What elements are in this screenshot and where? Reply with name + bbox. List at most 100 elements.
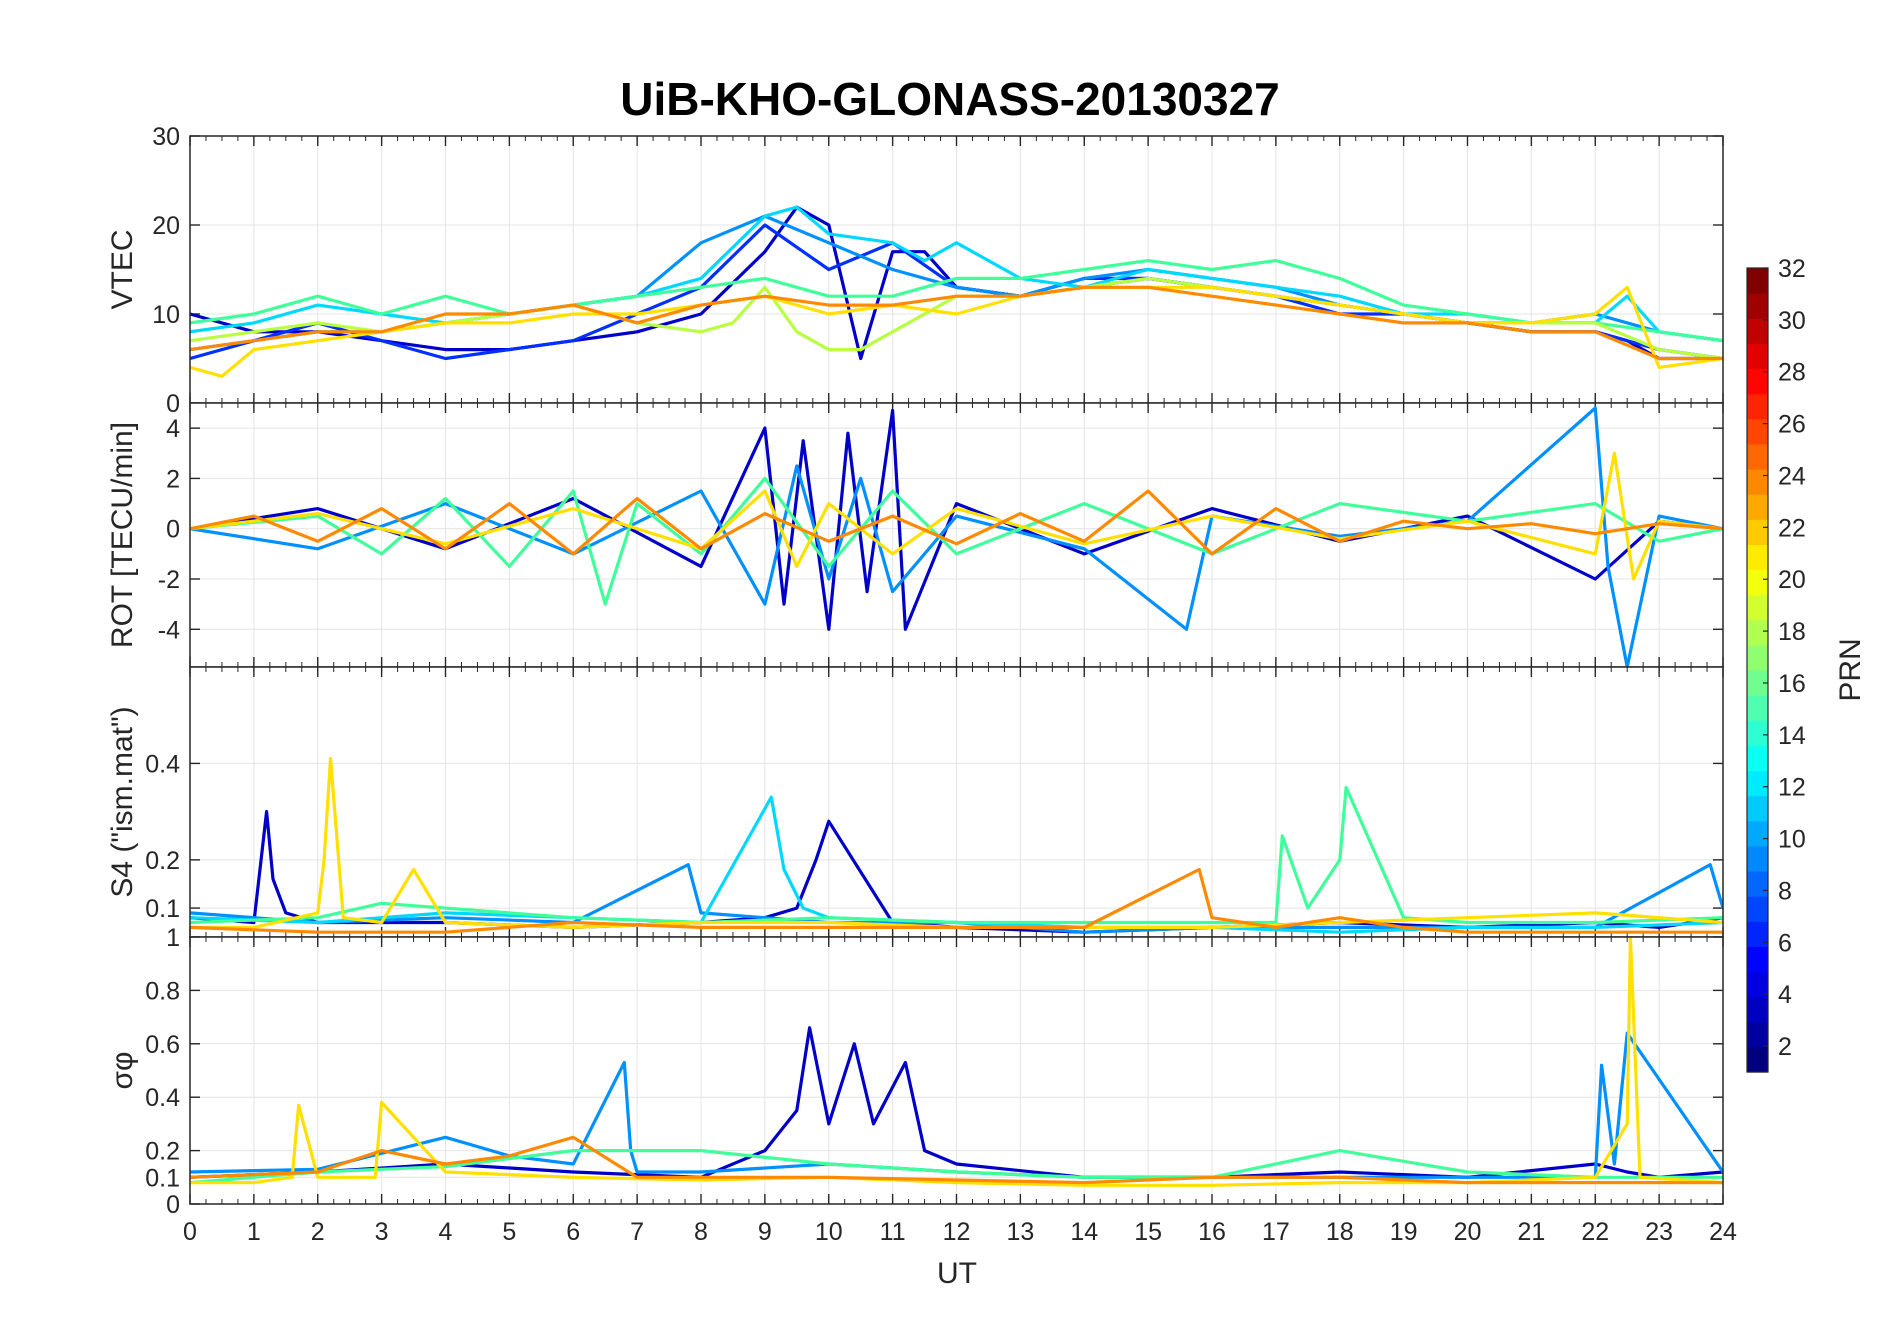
series-line-prn-15 [190,259,1723,343]
colorbar-tick-label: 30 [1778,307,1806,335]
colorbar-segment [1747,268,1768,294]
x-tick-label: 9 [758,1218,772,1246]
x-axis: 0 1 2 3 4 5 6 7 8 9 10 11 12 13 14 15 16 17 18 19 20 21 22 23 24 [183,1218,1737,1246]
colorbar-segment [1747,921,1768,947]
colorbar-tick-label: 8 [1778,877,1792,905]
y-tick-label: 0.4 [145,1084,180,1112]
y-tick-label: 0.4 [145,750,180,778]
colorbar-tick-label: 16 [1778,670,1806,698]
series-line-prn-15 [190,476,1723,606]
y-axis-label: σφ [106,1052,139,1090]
colorbar-segment [1747,293,1768,319]
colorbar-tick-label: 22 [1778,514,1806,542]
series-line-prn-22 [190,489,1723,556]
colorbar-segment [1747,845,1768,872]
x-tick-label: 11 [880,1218,906,1246]
panel-sigma_phi: 00.10.2 0.4 0.6 0.8 1 σφ [106,924,1724,1219]
series-group [190,406,1723,667]
chart-title: UiB-KHO-GLONASS-20130327 [620,73,1280,125]
colorbar-segment [1747,720,1768,746]
series-line-prn-20 [190,285,1723,378]
series-group [190,205,1723,378]
x-tick-label: 1 [247,1218,261,1246]
series-line-prn-22 [190,285,1723,361]
colorbar-border [1746,267,1769,1073]
y-tick-label: 0.2 [145,1138,180,1166]
colorbar-tick-label: 4 [1778,981,1792,1009]
y-axis-label: S4 ("ism.mat") [106,706,139,897]
colorbar-tick-label: 6 [1778,929,1792,957]
x-tick-label: 20 [1454,1218,1482,1246]
colorbar-segment [1747,795,1768,822]
series-line-prn-15 [190,785,1723,925]
x-tick-label: 10 [815,1218,843,1246]
colorbar-segment [1747,494,1768,520]
colorbar-segment [1747,946,1768,973]
colorbar-tick-label: 18 [1778,618,1806,646]
series-group [190,757,1723,934]
colorbar-tick-label: 20 [1778,566,1806,594]
y-tick-label: 0 [166,516,180,544]
colorbar-segment [1747,343,1768,370]
x-tick-label: 18 [1326,1218,1354,1246]
colorbar-segment [1747,519,1768,545]
x-tick-label: 3 [375,1218,389,1246]
colorbar-segment [1747,820,1768,847]
y-tick-label: 0.2 [145,847,180,875]
colorbar-tick-label: 32 [1778,255,1806,283]
series-line-prn-22 [190,1135,1723,1185]
x-tick-label: 13 [1006,1218,1034,1246]
x-tick-label: 14 [1070,1218,1098,1246]
x-tick-label: 0 [183,1218,197,1246]
colorbar-segment [1747,418,1768,445]
y-tick-label: 0.6 [145,1031,180,1059]
colorbar-segment [1747,670,1768,696]
y-tick-label: 2 [166,465,180,493]
y-tick-label: 0.1 [145,1164,180,1192]
series-line-prn-20 [190,451,1723,581]
y-tick-label: 0.8 [145,977,180,1005]
series-group [190,937,1723,1187]
x-tick-label: 5 [502,1218,516,1246]
x-tick-label: 21 [1517,1218,1545,1246]
colorbar-tick-label: 10 [1778,826,1806,854]
colorbar-segment [1747,619,1768,646]
colorbar-segment [1747,393,1768,420]
x-tick-label: 6 [566,1218,580,1246]
colorbar-tick-label: 2 [1778,1033,1792,1061]
x-tick-label: 2 [311,1218,325,1246]
colorbar-tick-label: 14 [1778,722,1806,750]
colorbar-segment [1747,644,1768,671]
panel-rot: -4 -2 0 2 4 ROT [TECU/min] [106,402,1724,668]
series-line-prn-2 [190,810,1723,934]
y-tick-label: 10 [152,301,180,329]
series-line-prn-2 [190,1026,1723,1179]
panel-vtec: 0 10 20 30 VTEC [106,123,1724,418]
colorbar-label: PRN [1834,638,1867,701]
x-axis-label: UT [937,1257,977,1290]
y-tick-label: -4 [158,616,180,644]
colorbar-tick-label: 28 [1778,359,1806,387]
colorbar-segment [1747,368,1768,395]
panel-border [189,936,1724,1205]
x-tick-label: 22 [1581,1218,1609,1246]
colorbar-segment [1747,1046,1768,1073]
x-tick-label: 8 [694,1218,708,1246]
series-line-prn-20 [190,757,1723,929]
series-line-prn-22 [190,867,1723,934]
colorbar-segment [1747,1021,1768,1048]
y-tick-label: 0 [166,390,180,418]
colorbar-segment [1747,971,1768,998]
colorbar-tick-label: 24 [1778,462,1806,490]
y-tick-label: 0 [166,1191,180,1219]
colorbar-segment [1747,544,1768,571]
x-tick-label: 23 [1645,1218,1673,1246]
colorbar-segment [1747,996,1768,1023]
colorbar-segment [1747,318,1768,344]
series-line-prn-15 [190,1149,1723,1185]
x-tick-label: 4 [439,1218,453,1246]
y-tick-label: 30 [152,123,180,151]
